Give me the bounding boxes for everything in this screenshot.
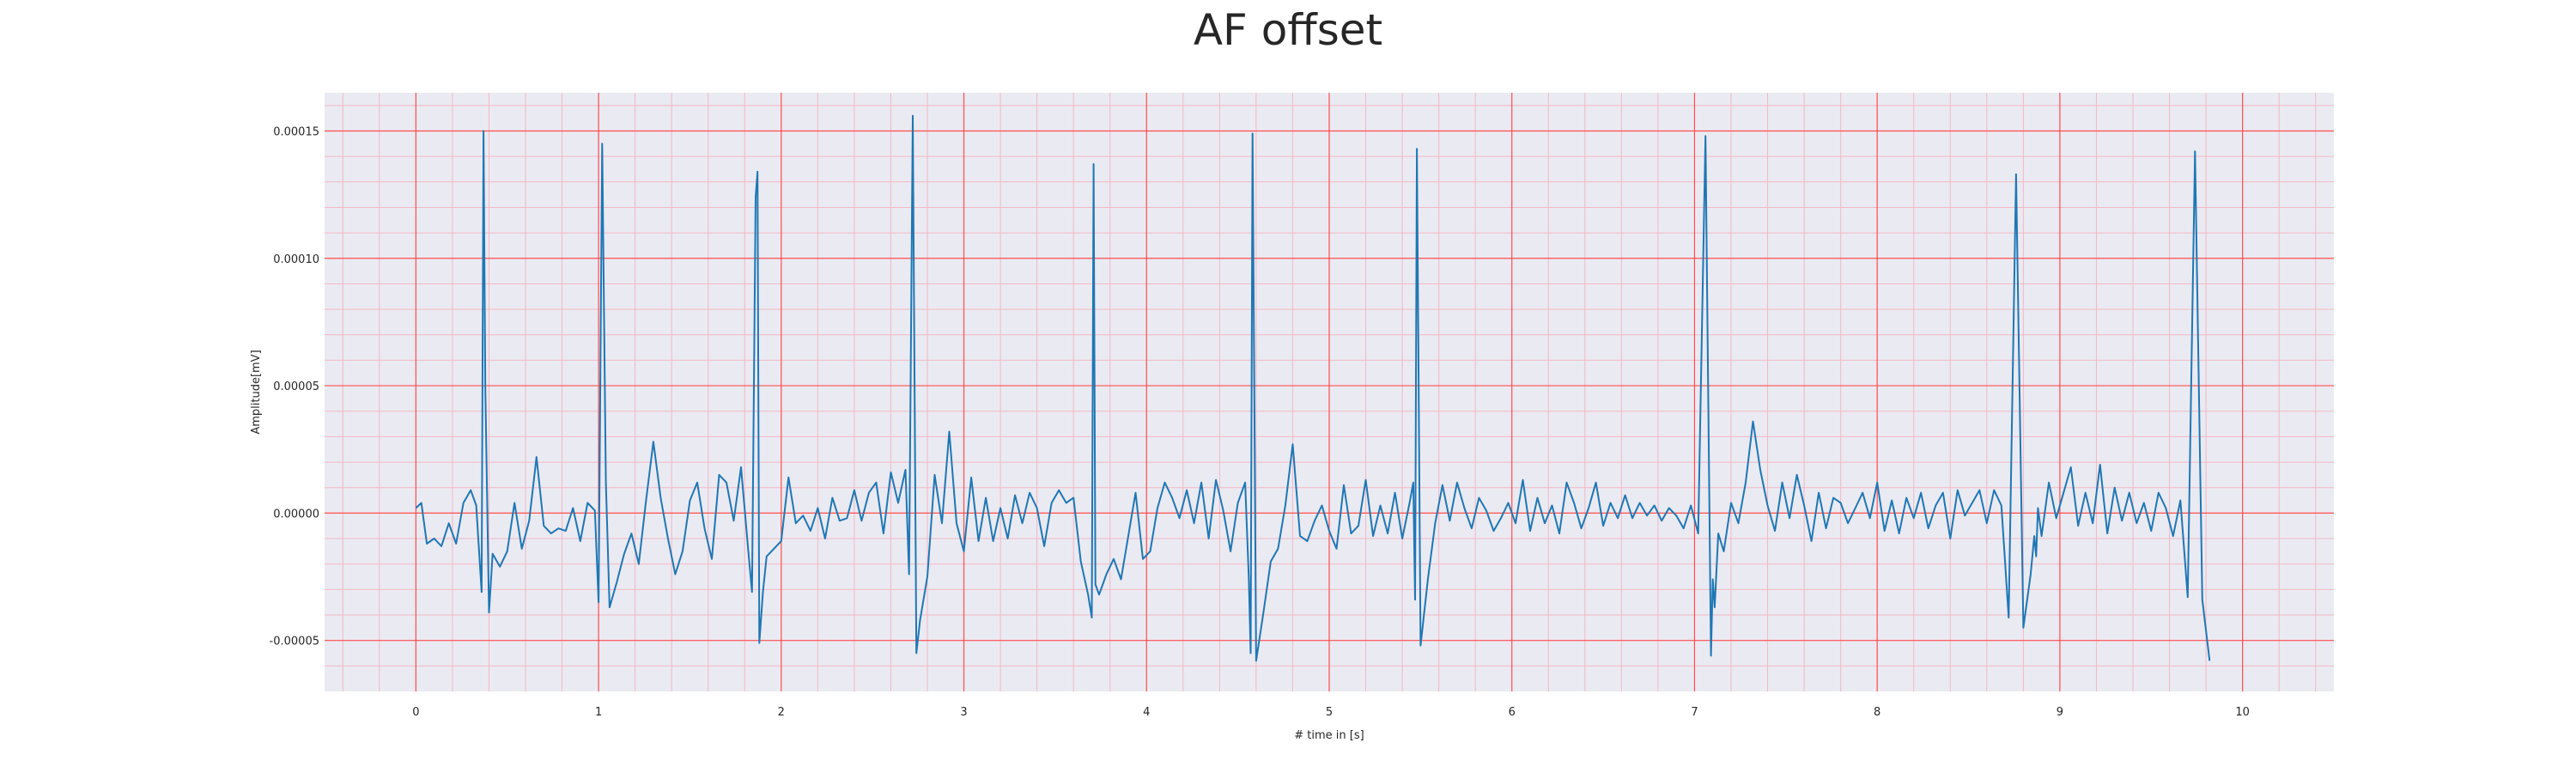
x-tick-label: 2 (778, 706, 785, 719)
x-tick-label: 1 (595, 706, 602, 719)
y-tick-label: 0.00000 (273, 508, 319, 520)
y-tick-label: 0.00010 (273, 253, 319, 266)
x-tick-label: 6 (1509, 706, 1516, 719)
x-tick-label: 7 (1691, 706, 1698, 719)
series-line-af-offset (415, 114, 2211, 662)
x-tick-label: 5 (1326, 706, 1333, 719)
x-tick-label: 3 (960, 706, 967, 719)
x-tick-label: 0 (412, 706, 419, 719)
y-tick-label: 0.00005 (273, 380, 319, 393)
x-tick-label: 8 (1874, 706, 1880, 719)
x-tick-label: 10 (2235, 706, 2250, 719)
x-tick-label: 4 (1143, 706, 1150, 719)
x-axis-label: # time in [s] (1294, 729, 1364, 742)
y-axis-label: Amplitude[mV] (250, 350, 263, 434)
x-tick-label: 9 (2057, 706, 2063, 719)
y-axis-ticks: -0.00005 0.00000 0.00005 0.00010 0.00015 (270, 125, 319, 648)
major-grid (325, 93, 2334, 691)
x-axis-ticks: 0 1 2 3 4 5 6 7 8 9 10 (412, 706, 2250, 719)
y-tick-label: 0.00015 (273, 125, 319, 138)
y-tick-label: -0.00005 (270, 636, 319, 648)
chart-title: AF offset (1193, 5, 1383, 55)
